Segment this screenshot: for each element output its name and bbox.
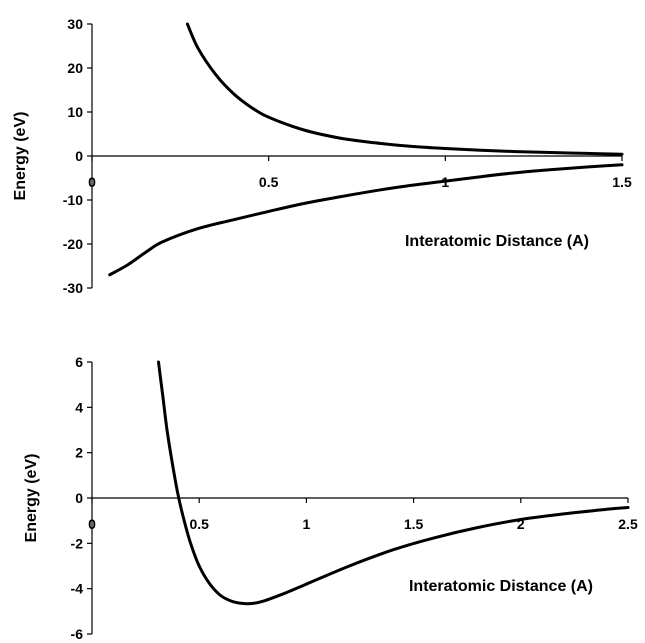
y-tick-label: 30 — [67, 16, 83, 32]
y-tick-label: -2 — [71, 535, 84, 551]
series-line-1 — [185, 22, 624, 156]
series-line-2 — [108, 163, 624, 277]
y-tick-label: -30 — [63, 280, 83, 296]
y-tick-label: -20 — [63, 236, 83, 252]
x-tick-label: 2.5 — [618, 516, 638, 532]
y-tick-label: 4 — [75, 399, 83, 415]
x-tick-label: 0.5 — [189, 516, 209, 532]
x-tick-label: 0.5 — [259, 174, 279, 190]
series-line-1 — [157, 360, 630, 606]
y-tick-label: -10 — [63, 192, 83, 208]
y-tick-label: 2 — [75, 445, 83, 461]
y-tick-label: 10 — [67, 104, 83, 120]
y-tick-label: -4 — [71, 581, 84, 597]
x-tick-label: 2 — [517, 516, 525, 532]
x-axis-title: Interatomic Distance (A) — [409, 578, 593, 595]
y-axis-title: Energy (eV) — [12, 112, 29, 201]
x-tick-label: 1.5 — [404, 516, 424, 532]
x-tick-label: 0 — [88, 516, 96, 532]
x-tick-label: 0 — [88, 174, 96, 190]
y-tick-label: 0 — [75, 148, 83, 164]
y-tick-label: -6 — [71, 626, 84, 642]
y-axis-title: Energy (eV) — [23, 454, 40, 543]
x-tick-label: 1 — [303, 516, 311, 532]
x-axis-title: Interatomic Distance (A) — [405, 233, 589, 250]
y-tick-label: 6 — [75, 354, 83, 370]
y-tick-label: 0 — [75, 490, 83, 506]
x-tick-label: 1.5 — [612, 174, 632, 190]
y-tick-label: 20 — [67, 60, 83, 76]
